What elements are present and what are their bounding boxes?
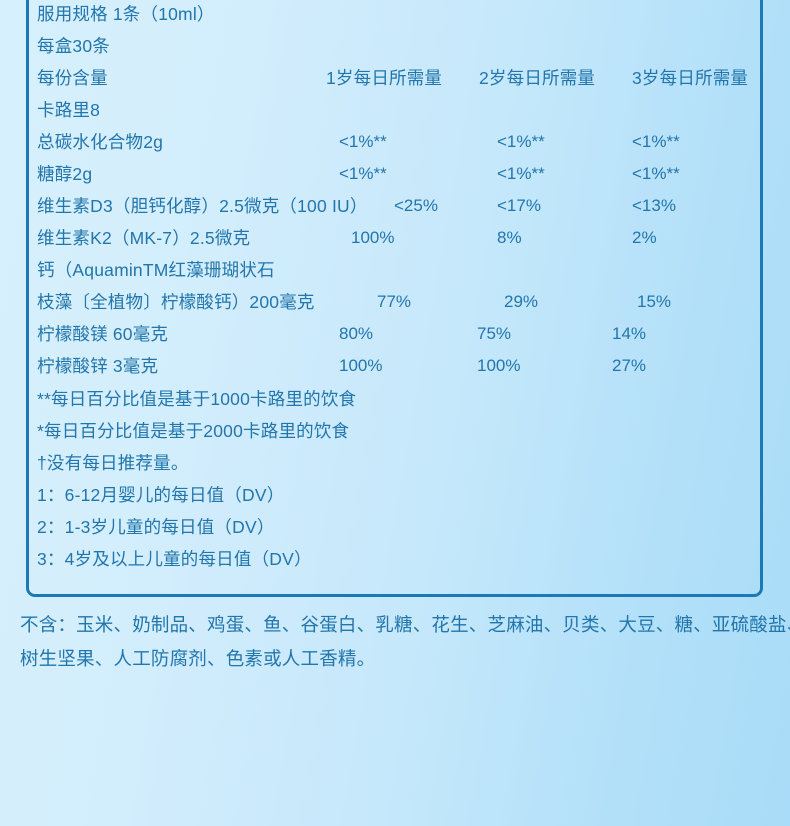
table-row: 维生素K2（MK-7）2.5微克 100% 8% 2% [29,224,760,252]
table-row: 枝藻〔全植物〕柠檬酸钙）200毫克 77% 29% 15% [29,288,760,316]
column-header-age1: 1岁每日所需量 [326,68,443,88]
servings-per-box-text: 每盒30条 [37,36,110,56]
allergen-statement: 不含：玉米、奶制品、鸡蛋、鱼、谷蛋白、乳糖、花生、芝麻油、贝类、大豆、糖、亚硫酸… [20,608,790,676]
table-row: 柠檬酸镁 60毫克 80% 75% 14% [29,320,760,348]
nutrient-value-age2: 8% [497,228,522,247]
nutrient-value-age1: <25% [394,196,438,215]
table-row: 糖醇2g <1%** <1%** <1%** [29,160,760,188]
table-row: 钙（AquaminTM红藻珊瑚状石 [29,256,760,284]
nutrient-value-age3: 2% [632,228,657,247]
nutrient-value-age3: 27% [612,356,647,375]
supplement-facts-panel: 服用规格 1条（10ml） 每盒30条 每份含量 1岁每日所需量 2岁每日所需量… [26,0,763,597]
footnote-single-asterisk: *每日百分比值是基于2000卡路里的饮食 [37,421,350,441]
footnote-dv-3: 3：4岁及以上儿童的每日值（DV） [37,549,312,569]
footnote-dv-2: 2：1-3岁儿童的每日值（DV） [37,517,275,537]
column-header-age2: 2岁每日所需量 [479,68,596,88]
nutrient-value-age2: 29% [504,292,539,311]
servings-per-box-row: 每盒30条 [29,32,760,60]
nutrient-value-age1: 100% [351,228,395,247]
table-header-row: 每份含量 1岁每日所需量 2岁每日所需量 3岁每日所需量 [29,64,760,92]
nutrient-value-age3: <1%** [632,164,680,183]
footnote-dv-1: 1：6-12月婴儿的每日值（DV） [37,485,285,505]
footnote-double-asterisk: **每日百分比值是基于1000卡路里的饮食 [37,389,357,409]
nutrient-value-age3: <13% [632,196,676,215]
table-row: 总碳水化合物2g <1%** <1%** <1%** [29,128,760,156]
nutrient-value-age1: <1%** [339,132,387,151]
nutrient-value-age3: 15% [637,292,672,311]
nutrient-value-age2: <1%** [497,132,545,151]
nutrient-value-age1: <1%** [339,164,387,183]
nutrient-label: 糖醇2g [37,164,93,184]
nutrient-value-age2: 100% [477,356,521,375]
serving-size-text: 服用规格 1条（10ml） [37,4,215,24]
amount-per-serving-label: 每份含量 [37,68,108,88]
allergen-line-2: 树生坚果、人工防腐剂、色素或人工香精。 [20,648,376,669]
nutrient-label: 钙（AquaminTM红藻珊瑚状石 [37,260,275,280]
nutrient-label: 卡路里8 [37,100,101,120]
nutrient-value-age1: 77% [377,292,412,311]
supplement-facts-table: 服用规格 1条（10ml） 每盒30条 每份含量 1岁每日所需量 2岁每日所需量… [29,0,760,594]
nutrient-value-age2: 75% [477,324,512,343]
table-row: 柠檬酸锌 3毫克 100% 100% 27% [29,352,760,380]
allergen-line-1: 不含：玉米、奶制品、鸡蛋、鱼、谷蛋白、乳糖、花生、芝麻油、贝类、大豆、糖、亚硫酸… [20,614,790,635]
nutrient-value-age1: 80% [339,324,374,343]
nutrient-value-age2: <1%** [497,164,545,183]
nutrient-label: 维生素D3（胆钙化醇）2.5微克（100 IU） [37,196,368,216]
table-row: 卡路里8 [29,96,760,124]
nutrient-label: 维生素K2（MK-7）2.5微克 [37,228,251,248]
nutrient-label: 柠檬酸锌 3毫克 [37,356,159,376]
nutrient-label: 枝藻〔全植物〕柠檬酸钙）200毫克 [37,292,315,312]
serving-size-row: 服用规格 1条（10ml） [29,0,760,28]
nutrient-value-age1: 100% [339,356,383,375]
nutrient-value-age3: 14% [612,324,647,343]
nutrient-value-age3: <1%** [632,132,680,151]
footnote-dagger: †没有每日推荐量。 [37,453,189,473]
column-header-age3: 3岁每日所需量 [632,68,749,88]
nutrient-value-age2: <17% [497,196,541,215]
nutrient-label: 总碳水化合物2g [37,132,164,152]
nutrient-label: 柠檬酸镁 60毫克 [37,324,169,344]
table-row: 维生素D3（胆钙化醇）2.5微克（100 IU） <25% <17% <13% [29,192,760,220]
